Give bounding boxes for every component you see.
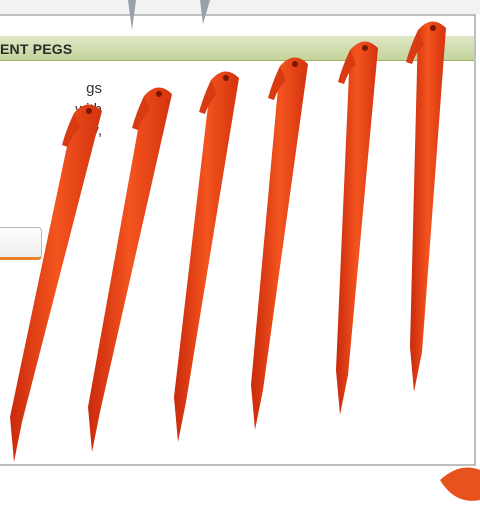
tent-peg <box>174 71 239 442</box>
peg-hook <box>268 66 286 100</box>
tent-peg <box>410 21 446 392</box>
peg-hole <box>156 91 162 97</box>
top-strip <box>0 0 480 14</box>
peg-hook <box>406 30 424 64</box>
description-line: gs <box>86 80 102 97</box>
tent-peg <box>336 41 378 415</box>
tent-peg <box>251 57 308 430</box>
peg-hole <box>362 45 368 51</box>
silver-peg <box>128 0 136 30</box>
peg-hook <box>199 80 217 114</box>
peg-hole <box>430 25 436 31</box>
button[interactable] <box>0 227 42 260</box>
peg-hole <box>292 61 298 67</box>
silver-peg <box>200 0 210 24</box>
peg-hook <box>62 113 80 147</box>
tent-peg <box>88 87 172 452</box>
peg-hole <box>86 108 92 114</box>
peg-hook <box>338 50 356 84</box>
section-header: ENT PEGS <box>0 36 474 61</box>
peg-hook <box>132 96 150 130</box>
tent-peg <box>10 104 102 462</box>
peg-fragment <box>440 467 480 501</box>
peg-hole <box>223 75 229 81</box>
header-title: ENT PEGS <box>0 41 73 57</box>
